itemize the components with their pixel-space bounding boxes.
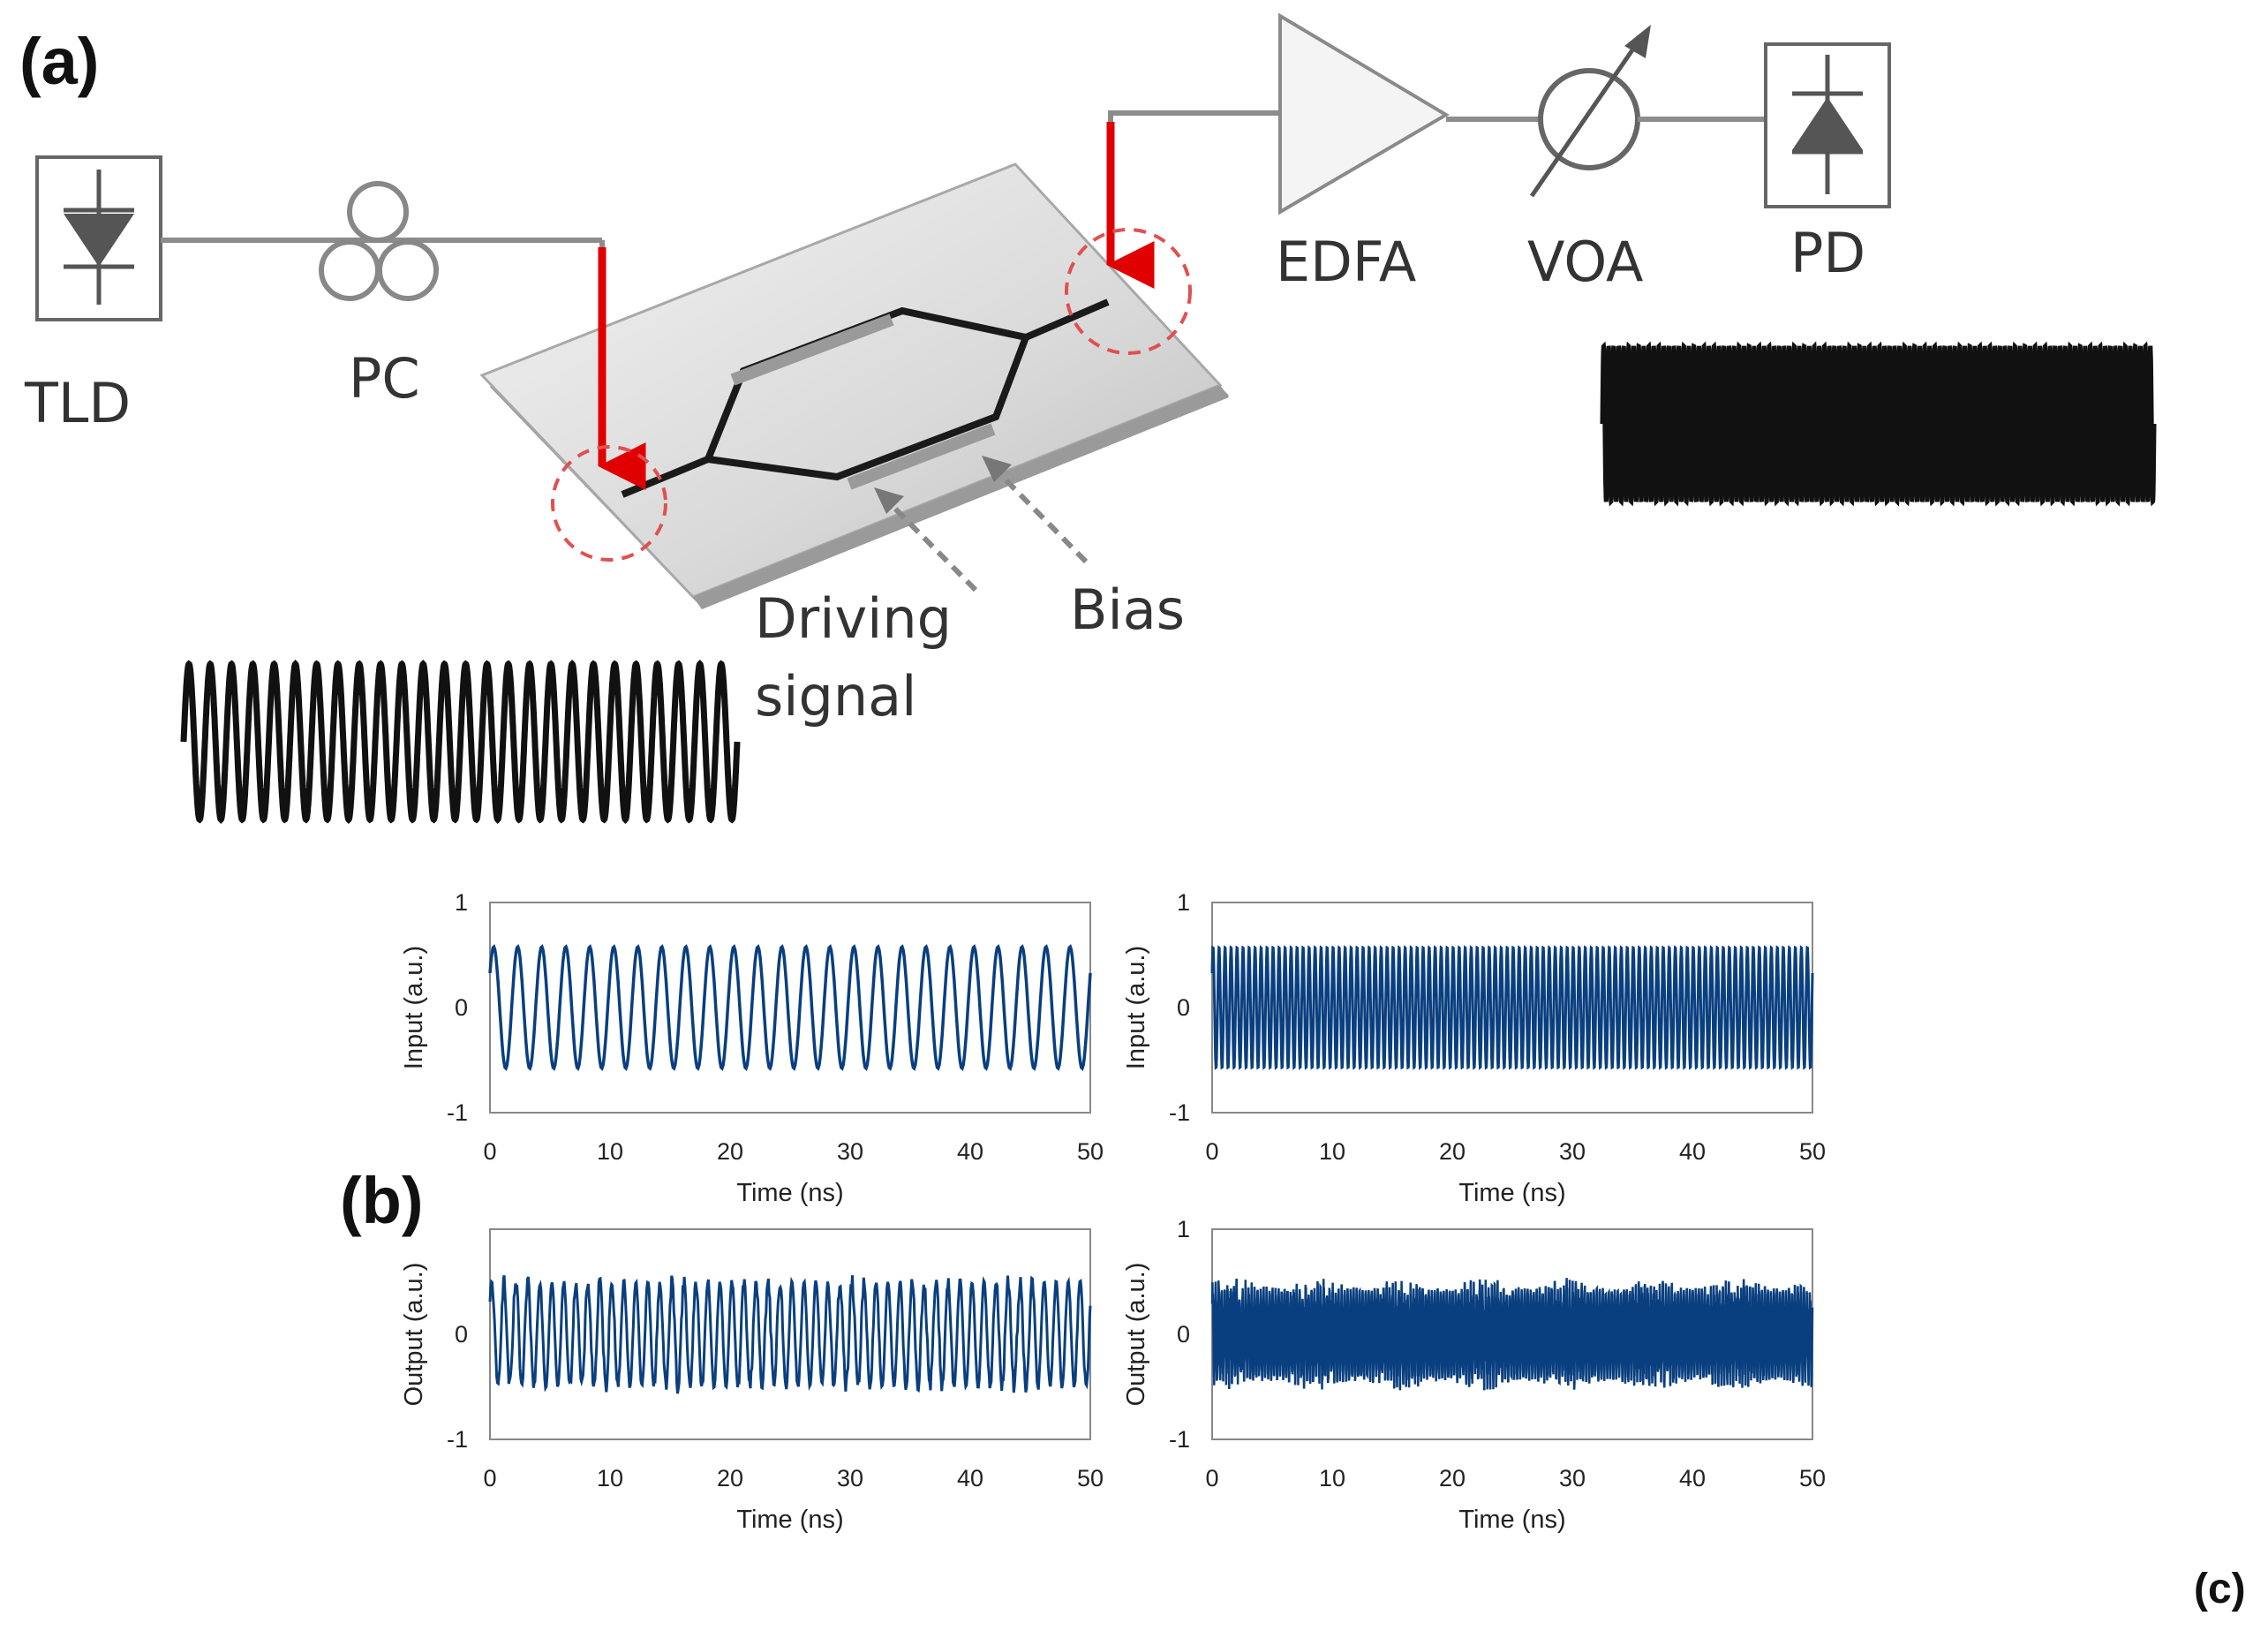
driving-signal-label-line1: Driving — [755, 586, 952, 651]
pd-label: PD — [1790, 221, 1865, 285]
x-tick-label: 10 — [1319, 1138, 1345, 1165]
y-tick-label: 1 — [455, 889, 468, 916]
x-axis-title: Time (ns) — [1458, 1179, 1565, 1207]
x-tick-label: 40 — [1679, 1138, 1706, 1165]
pc-label: PC — [349, 346, 420, 411]
chart-output-low-frequency: 0 -1 Output (a.u.) 0 10 20 30 40 50 Time… — [400, 1228, 1104, 1534]
y-axis-title: Input (a.u.) — [400, 946, 428, 1069]
y-tick-label: 1 — [1177, 889, 1190, 916]
chart-output-high-frequency: 1 0 -1 Output (a.u.) 0 10 20 30 40 50 Ti… — [1122, 1216, 1826, 1534]
y-axis-title: Output (a.u.) — [1122, 1263, 1150, 1407]
panel-b-label: (b) — [340, 1164, 424, 1237]
panel-a-label: (a) — [19, 25, 99, 98]
y-tick-label: 0 — [1177, 1321, 1190, 1348]
low-frequency-wave-icon — [180, 660, 741, 824]
tld-icon — [35, 155, 162, 321]
y-tick-label: 0 — [455, 994, 468, 1021]
x-tick-label: 20 — [717, 1138, 743, 1165]
pc-icon — [319, 181, 439, 301]
signal-trace — [488, 944, 1092, 1071]
plot-frame — [489, 902, 1091, 1114]
y-tick-label: -1 — [447, 1426, 468, 1453]
x-tick-label: 0 — [1205, 1465, 1218, 1491]
x-tick-label: 30 — [837, 1465, 863, 1491]
x-tick-label: 10 — [597, 1138, 623, 1165]
x-tick-label: 50 — [1799, 1465, 1826, 1491]
x-tick-label: 20 — [717, 1465, 743, 1491]
x-axis-title: Time (ns) — [1458, 1506, 1565, 1534]
modulator-chip — [479, 162, 1229, 609]
y-axis-title: Input (a.u.) — [1122, 946, 1150, 1069]
x-tick-label: 50 — [1077, 1465, 1104, 1491]
y-axis-title: Output (a.u.) — [400, 1263, 428, 1407]
output-coupling-circle — [1065, 228, 1192, 355]
driving-signal-arrow — [874, 487, 978, 593]
x-tick-label: 20 — [1439, 1465, 1466, 1491]
x-tick-label: 50 — [1077, 1138, 1104, 1165]
y-tick-label: -1 — [1169, 1426, 1190, 1453]
x-tick-label: 40 — [1679, 1465, 1706, 1491]
chart-input-low-frequency: 1 0 -1 Input (a.u.) 0 10 20 30 40 50 Tim… — [400, 889, 1104, 1207]
x-tick-label: 40 — [957, 1138, 983, 1165]
x-tick-label: 0 — [483, 1465, 496, 1491]
input-coupling-circle — [551, 445, 667, 562]
y-tick-label: 0 — [455, 1321, 468, 1348]
driving-signal-label-line2: signal — [755, 664, 916, 729]
x-tick-label: 0 — [1205, 1138, 1218, 1165]
panel-c-label: (c) — [2194, 1566, 2246, 1612]
chart-input-high-frequency: 1 0 -1 Input (a.u.) 0 10 20 30 40 50 Tim… — [1122, 889, 1826, 1207]
signal-trace — [1210, 1278, 1814, 1391]
x-tick-label: 50 — [1799, 1138, 1826, 1165]
y-tick-label: 1 — [1177, 1216, 1190, 1242]
signal-trace — [488, 1274, 1092, 1394]
pd-icon — [1764, 42, 1891, 208]
x-tick-label: 10 — [1319, 1465, 1345, 1491]
edfa-icon — [1278, 12, 1450, 215]
edfa-label: EDFA — [1276, 230, 1416, 294]
x-tick-label: 30 — [1559, 1465, 1586, 1491]
x-tick-label: 40 — [957, 1465, 983, 1491]
tld-label: TLD — [24, 371, 131, 435]
y-tick-label: 0 — [1177, 994, 1190, 1021]
x-axis-title: Time (ns) — [736, 1506, 843, 1534]
bias-label: Bias — [1070, 578, 1185, 642]
x-tick-label: 0 — [483, 1138, 496, 1165]
voa-icon — [1529, 25, 1651, 198]
y-tick-label: -1 — [1169, 1099, 1190, 1126]
x-tick-label: 30 — [1559, 1138, 1586, 1165]
signal-trace — [1210, 945, 1814, 1070]
y-tick-label: -1 — [447, 1099, 468, 1126]
high-frequency-wave-icon — [1600, 341, 2157, 507]
x-tick-label: 30 — [837, 1138, 863, 1165]
x-tick-label: 10 — [597, 1465, 623, 1491]
bias-arrow — [982, 456, 1089, 564]
voa-label: VOA — [1527, 230, 1643, 294]
x-axis-title: Time (ns) — [736, 1179, 843, 1207]
x-tick-label: 20 — [1439, 1138, 1466, 1165]
